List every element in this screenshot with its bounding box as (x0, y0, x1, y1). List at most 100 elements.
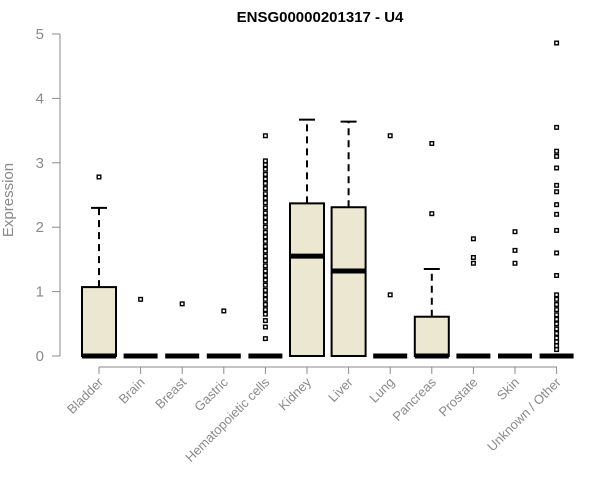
outlier-point (262, 229, 268, 235)
outlier-point (262, 215, 268, 221)
outlier-point (262, 205, 268, 211)
chart-title: ENSG00000201317 - U4 (237, 9, 404, 26)
box-group (539, 40, 574, 359)
box-group (165, 301, 200, 359)
outlier-point (512, 260, 518, 266)
outlier-point (554, 307, 560, 313)
y-axis-ticks: 0 1 2 3 4 5 (36, 26, 60, 365)
outlier-point (96, 174, 102, 180)
y-tick-label: 2 (36, 219, 44, 236)
outlier-point (262, 244, 268, 250)
outlier-point (554, 273, 560, 279)
box-group (456, 236, 491, 359)
outlier-point (554, 250, 560, 256)
outlier-point (554, 312, 560, 318)
outlier-point (554, 153, 560, 159)
outlier-point (262, 311, 268, 317)
box-group (373, 133, 408, 359)
outlier-point (262, 224, 268, 230)
outlier-point (554, 40, 560, 46)
box-group (248, 133, 283, 359)
box-group (498, 229, 532, 359)
outlier-point (262, 162, 268, 168)
outlier-point (554, 211, 560, 217)
outlier-point (262, 180, 268, 186)
outlier-point (554, 296, 560, 302)
x-tick-label: Bladder (64, 374, 107, 417)
outlier-point (554, 321, 560, 327)
outlier-point (262, 301, 268, 307)
outlier-point (262, 253, 268, 259)
outlier-point (554, 202, 560, 208)
box-group (123, 296, 158, 359)
outlier-point (262, 158, 268, 164)
outlier-point (262, 307, 268, 313)
y-tick-label: 1 (36, 284, 44, 301)
box (81, 286, 117, 358)
outlier-point (429, 140, 435, 146)
box-group (289, 118, 325, 357)
x-tick-label: Prostate (436, 375, 481, 420)
plot-area (81, 40, 574, 359)
outlier-point (262, 200, 268, 206)
outlier-point (470, 236, 476, 242)
outlier-point (470, 260, 476, 266)
outlier-point (262, 268, 268, 274)
outlier-point (429, 211, 435, 217)
outlier-point (262, 219, 268, 225)
outlier-point (179, 301, 185, 307)
outlier-point (387, 133, 393, 139)
x-tick-label: Gastric (191, 374, 231, 414)
outlier-point (262, 191, 268, 197)
box-group (330, 120, 367, 357)
y-tick-label: 5 (36, 26, 44, 43)
outlier-point (262, 287, 268, 293)
outlier-point (554, 343, 560, 349)
y-tick-label: 0 (36, 348, 44, 365)
outlier-point (262, 171, 268, 177)
outlier-point (554, 182, 560, 188)
box (413, 315, 450, 358)
x-tick-label: Unknown / Other (484, 374, 564, 454)
x-tick-label: Liver (325, 374, 356, 405)
x-tick-label: Brain (116, 375, 148, 407)
outlier-point (138, 296, 144, 302)
outlier-point (554, 339, 560, 345)
outlier-point (554, 316, 560, 322)
outlier-point (512, 229, 518, 235)
outlier-point (470, 254, 476, 260)
box-group (81, 174, 117, 359)
outlier-point (512, 247, 518, 253)
y-axis-label: Expression (0, 163, 17, 237)
outlier-point (554, 165, 560, 171)
outlier-point (554, 330, 560, 336)
x-tick-label: Pancreas (389, 374, 439, 424)
outlier-point (262, 133, 268, 139)
outlier-point (262, 324, 268, 330)
outlier-point (554, 148, 560, 154)
x-tick-label: Lung (366, 375, 397, 406)
outlier-point (262, 258, 268, 264)
box-group (413, 140, 450, 359)
outlier-point (262, 176, 268, 182)
y-tick-label: 3 (36, 155, 44, 172)
outlier-point (262, 292, 268, 298)
outlier-point (387, 292, 393, 298)
outlier-point (262, 195, 268, 201)
outlier-point (262, 296, 268, 302)
outlier-point (554, 227, 560, 233)
outlier-point (554, 335, 560, 341)
outlier-point (554, 347, 560, 353)
outlier-point (262, 263, 268, 269)
outlier-point (262, 273, 268, 279)
outlier-point (262, 234, 268, 240)
x-tick-label: Skin (494, 375, 522, 403)
outlier-point (262, 277, 268, 283)
box (330, 206, 367, 357)
outlier-point (221, 308, 227, 314)
x-tick-label: Kidney (275, 374, 314, 413)
outlier-point (262, 318, 268, 324)
outlier-point (262, 336, 268, 342)
